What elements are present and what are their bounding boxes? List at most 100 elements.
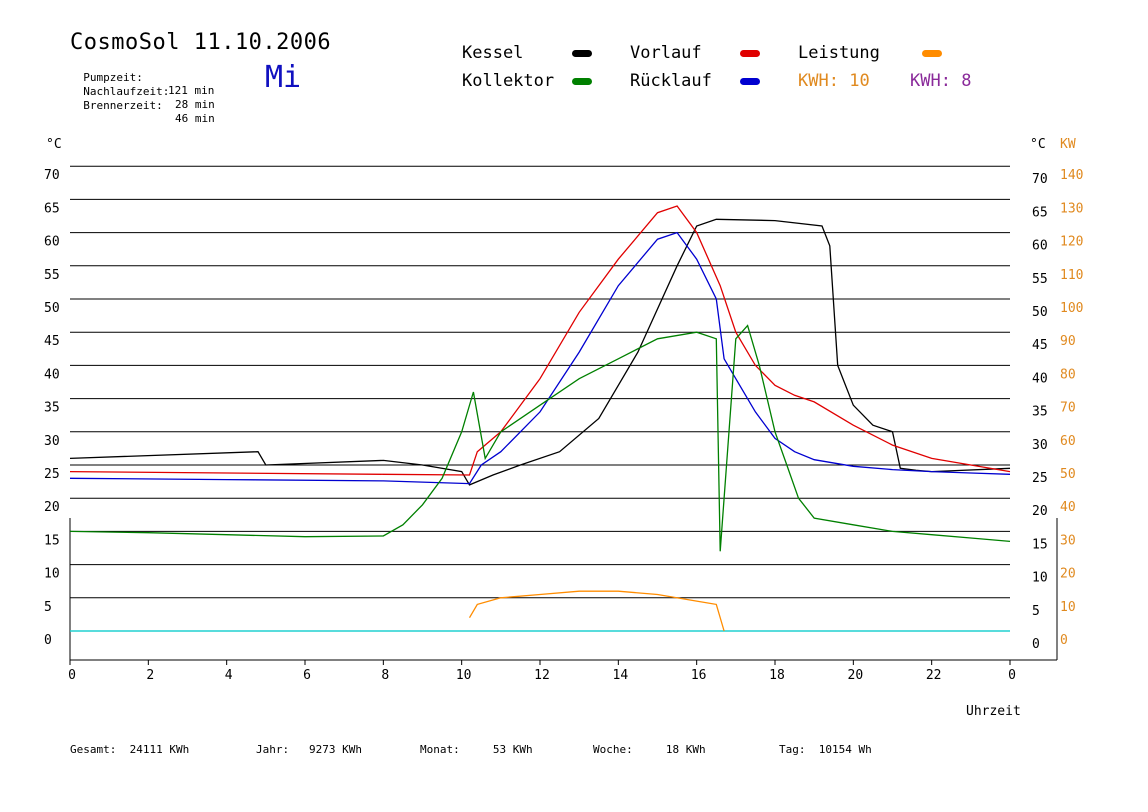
y-tick-label-left: 50 — [44, 301, 60, 316]
footer-label: Monat: — [420, 743, 460, 756]
stat-nachlaufzeit: Nachlaufzeit: 28 min — [70, 72, 215, 111]
y-tick-label-right: 30 — [1032, 438, 1048, 453]
kwh-label: KWH: — [798, 71, 839, 91]
kwh-label: KWH: — [910, 71, 951, 91]
legend-label-vorlauf: Vorlauf — [630, 43, 702, 63]
legend-label-leistung: Leistung — [798, 43, 880, 63]
y-tick-label-right: 45 — [1032, 338, 1048, 353]
footer-label: Woche: — [593, 743, 633, 756]
x-tick-label: 8 — [381, 668, 389, 683]
y-tick-label-left: 10 — [44, 567, 60, 582]
y-tick-label-left: 5 — [44, 600, 52, 615]
y-tick-label-left: 70 — [44, 168, 60, 183]
x-tick-label: 12 — [534, 668, 550, 683]
x-tick-label: 20 — [848, 668, 864, 683]
series-line-leistung — [468, 590, 725, 632]
y-tick-label-right: 20 — [1032, 504, 1048, 519]
x-tick-label: 0 — [1008, 668, 1016, 683]
legend-label-ruecklauf: Rücklauf — [630, 71, 712, 91]
y-axis-unit-right: °C — [1030, 137, 1046, 152]
footer-value: 10154 Wh — [818, 743, 872, 756]
legend-label-kessel: Kessel — [462, 43, 524, 63]
y-tick-label-power: 10 — [1060, 600, 1076, 615]
stat-value: 46 min — [175, 112, 215, 125]
y-tick-label-power: 90 — [1060, 334, 1076, 349]
y-tick-label-power: 0 — [1060, 633, 1068, 648]
legend-swatch-kollektor — [572, 78, 592, 85]
footer-jahr: Jahr: 9273 KWh — [256, 743, 362, 756]
series-line-vorlauf — [69, 205, 1011, 476]
x-tick-label: 6 — [303, 668, 311, 683]
stat-label: Pumpzeit: — [83, 71, 143, 84]
y-tick-label-power: 80 — [1060, 367, 1076, 382]
y-tick-label-right: 0 — [1032, 637, 1040, 652]
footer-value: 53 KWh — [492, 743, 533, 756]
y-tick-label-left: 15 — [44, 533, 60, 548]
footer-woche: Woche: 18 KWh — [593, 743, 706, 756]
y-tick-label-power: 110 — [1060, 268, 1083, 283]
legend-swatch-vorlauf — [740, 50, 760, 57]
y-tick-label-power: 30 — [1060, 533, 1076, 548]
y-tick-label-right: 70 — [1032, 172, 1048, 187]
y-tick-label-right: 50 — [1032, 305, 1048, 320]
y-tick-label-left: 55 — [44, 268, 60, 283]
x-tick-label: 0 — [68, 668, 76, 683]
chart-grid — [69, 165, 1058, 665]
footer-label: Gesamt: — [70, 743, 117, 756]
y-tick-label-right: 40 — [1032, 371, 1048, 386]
stat-value: 121 min — [168, 84, 215, 97]
y-tick-label-right: 65 — [1032, 205, 1048, 220]
footer-value: 18 KWh — [665, 743, 706, 756]
x-tick-label: 16 — [691, 668, 707, 683]
footer-monat: Monat: 53 KWh — [420, 743, 533, 756]
y-tick-label-left: 65 — [44, 201, 60, 216]
series-line-kessel — [69, 218, 1011, 486]
legend-swatch-leistung — [922, 50, 942, 57]
footer-label: Jahr: — [256, 743, 290, 756]
y-tick-label-left: 60 — [44, 235, 60, 250]
chart-title: CosmoSol 11.10.2006 — [70, 30, 332, 55]
stat-brennerzeit: Brennerzeit: 46 min — [70, 86, 215, 125]
y-tick-label-right: 55 — [1032, 272, 1048, 287]
y-tick-label-power: 120 — [1060, 235, 1083, 250]
y-tick-label-left: 40 — [44, 367, 60, 382]
kwh-readout-1: KWH: 10 — [798, 71, 870, 91]
kwh-value: 8 — [961, 71, 972, 91]
x-tick-label: 22 — [926, 668, 942, 683]
x-tick-label: 18 — [769, 668, 785, 683]
y-tick-label-right: 25 — [1032, 471, 1048, 486]
x-tick-label: 14 — [613, 668, 629, 683]
y-tick-label-power: 140 — [1060, 168, 1083, 183]
y-tick-label-left: 0 — [44, 633, 52, 648]
footer-tag: Tag: 10154 Wh — [779, 743, 872, 756]
x-tick-label: 4 — [225, 668, 233, 683]
y-axis-unit-left: °C — [46, 137, 62, 152]
y-tick-label-right: 60 — [1032, 239, 1048, 254]
y-tick-label-right: 5 — [1032, 604, 1040, 619]
y-tick-label-power: 50 — [1060, 467, 1076, 482]
legend-swatch-kessel — [572, 50, 592, 57]
stat-value: 28 min — [175, 98, 215, 111]
stat-label: Nachlaufzeit: — [83, 85, 170, 98]
y-tick-label-power: 130 — [1060, 201, 1083, 216]
y-tick-label-power: 100 — [1060, 301, 1083, 316]
y-tick-label-power: 40 — [1060, 500, 1076, 515]
y-tick-label-left: 45 — [44, 334, 60, 349]
series-line-kollektor — [69, 324, 1011, 552]
stat-label: Brennerzeit: — [83, 99, 163, 112]
chart-series — [69, 205, 1011, 632]
x-axis-label: Uhrzeit — [966, 704, 1021, 719]
y-tick-label-power: 60 — [1060, 434, 1076, 449]
series-line-rcklauf — [69, 231, 1011, 485]
y-axis-unit-power: KW — [1060, 137, 1076, 152]
footer-value: 9273 KWh — [309, 743, 362, 756]
footer-label: Tag: — [779, 743, 806, 756]
footer-value: 24111 KWh — [129, 743, 190, 756]
y-tick-label-power: 70 — [1060, 401, 1076, 416]
y-tick-label-left: 20 — [44, 500, 60, 515]
y-tick-label-right: 15 — [1032, 537, 1048, 552]
legend-swatch-ruecklauf — [740, 78, 760, 85]
x-tick-label: 10 — [456, 668, 472, 683]
